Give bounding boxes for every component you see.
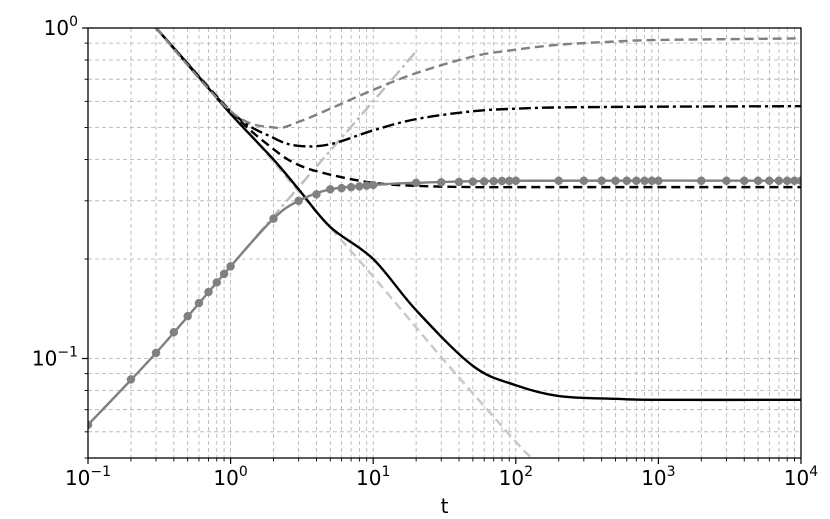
grid bbox=[87, 28, 801, 459]
series-marker bbox=[454, 177, 464, 187]
series-marker bbox=[183, 311, 192, 321]
series-marker bbox=[774, 176, 784, 185]
series-marker bbox=[479, 177, 489, 186]
series-line-2 bbox=[155, 28, 533, 458]
series-marker bbox=[219, 269, 229, 279]
series-marker bbox=[294, 196, 303, 206]
series-marker bbox=[312, 190, 321, 199]
series-marker bbox=[753, 176, 763, 185]
series-marker bbox=[497, 176, 507, 186]
tick-labels: 10−1 100 101 102 103 104 10−1 100 bbox=[32, 14, 818, 490]
series-marker bbox=[326, 185, 335, 194]
x-axis-label: t bbox=[441, 494, 449, 518]
series-marker bbox=[151, 348, 161, 358]
series-marker bbox=[765, 176, 774, 185]
series-line-3 bbox=[155, 28, 801, 402]
series-marker bbox=[697, 176, 706, 185]
series-marker bbox=[346, 182, 356, 192]
series-marker bbox=[511, 176, 521, 185]
series-marker bbox=[611, 176, 620, 185]
x-tick-label: 104 bbox=[784, 464, 818, 490]
x-tick-label: 101 bbox=[356, 464, 390, 490]
series-marker bbox=[579, 176, 589, 185]
series-marker bbox=[169, 327, 179, 337]
plot-frame bbox=[87, 27, 802, 459]
series-marker bbox=[337, 183, 346, 193]
series-marker bbox=[632, 176, 641, 185]
series-marker bbox=[368, 180, 378, 190]
series-marker bbox=[269, 214, 278, 223]
series-marker bbox=[640, 176, 649, 185]
series-marker bbox=[355, 182, 364, 191]
series-marker bbox=[88, 420, 93, 430]
series-marker bbox=[212, 278, 222, 287]
series-marker bbox=[226, 262, 235, 271]
series-marker bbox=[796, 176, 801, 185]
series-layer bbox=[88, 28, 801, 458]
series-line-6 bbox=[155, 28, 801, 130]
series-marker bbox=[468, 177, 478, 186]
y-tick-label: 10−1 bbox=[32, 345, 78, 371]
x-tick-label: 102 bbox=[499, 464, 533, 490]
series-marker bbox=[436, 178, 446, 187]
series-marker bbox=[126, 375, 136, 384]
series-marker bbox=[622, 176, 632, 185]
series-marker bbox=[740, 176, 749, 185]
ticks bbox=[82, 27, 802, 464]
series-marker bbox=[554, 176, 563, 185]
x-tick-label: 100 bbox=[213, 464, 247, 490]
series-marker bbox=[194, 298, 204, 308]
series-marker bbox=[489, 176, 498, 186]
series-line-5 bbox=[155, 28, 801, 148]
series-marker bbox=[204, 287, 213, 297]
series-marker bbox=[782, 176, 792, 185]
series-marker bbox=[722, 176, 731, 185]
y-tick-label: 100 bbox=[44, 14, 78, 40]
x-tick-label: 10−1 bbox=[65, 464, 111, 490]
series-marker bbox=[411, 178, 421, 188]
series-marker bbox=[654, 176, 663, 185]
series-marker bbox=[597, 176, 606, 185]
x-tick-label: 103 bbox=[641, 464, 675, 490]
